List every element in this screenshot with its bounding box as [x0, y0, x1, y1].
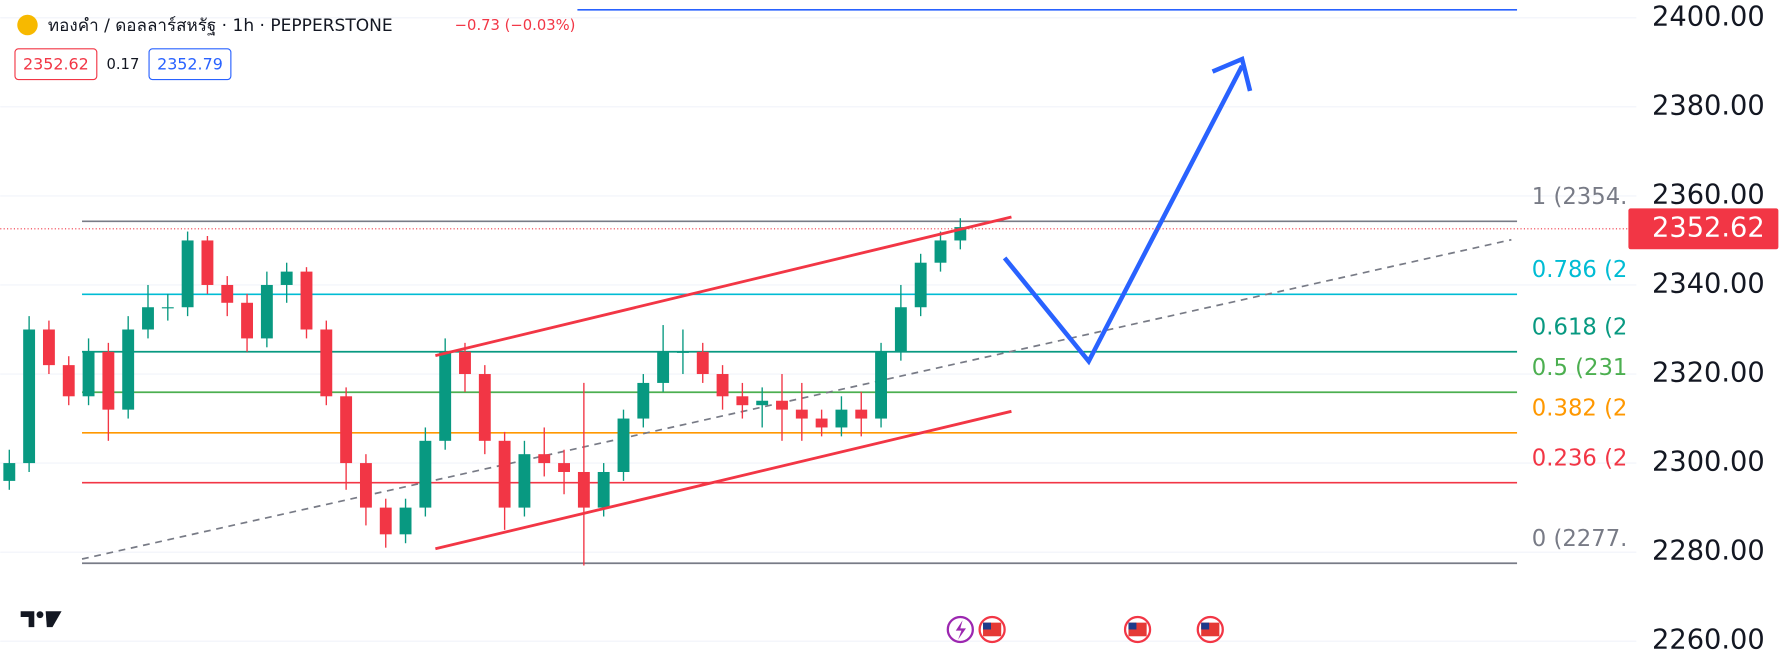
candle-body — [894, 307, 907, 352]
candle-body — [399, 507, 412, 535]
fib-label: 0 (2277. — [1532, 526, 1628, 552]
candle-body — [597, 471, 610, 508]
fib-retracement: 0 (2277. 0.236 (2 0.382 (2 0.5 (231 0.618 (2… — [82, 8, 1628, 565]
candle-body — [181, 240, 194, 308]
channel-upper — [435, 215, 1012, 358]
fib-label: 0.5 (231 — [1532, 355, 1628, 381]
candle-body — [518, 454, 531, 508]
y-tick-label: 2380.00 — [1652, 90, 1765, 121]
y-tick-label: 2360.00 — [1652, 179, 1765, 210]
trend-line — [81, 238, 1512, 560]
candle-body — [82, 351, 95, 397]
candle-body — [419, 440, 432, 508]
candle-body — [23, 329, 36, 464]
candle-body — [954, 227, 967, 241]
fib-label: 1 (2354. — [1532, 184, 1628, 210]
event-icons[interactable] — [946, 615, 1224, 644]
tradingview-logo[interactable] — [20, 611, 62, 628]
candle-body — [122, 329, 135, 410]
candle-body — [914, 262, 927, 308]
fib-label: 0.786 (2 — [1532, 257, 1628, 283]
candle-body — [637, 382, 650, 419]
candle-body — [934, 240, 947, 263]
candle-body — [62, 365, 75, 397]
candle-body — [716, 374, 729, 397]
change: −0.73 (−0.03%) — [455, 17, 576, 34]
candle-body — [696, 351, 709, 375]
candles — [3, 218, 967, 566]
y-tick-label: 2300.00 — [1652, 447, 1765, 478]
candle-body — [815, 418, 828, 428]
candle-body — [558, 463, 571, 472]
candle-body — [280, 271, 293, 285]
candle-body — [359, 463, 372, 508]
price-marker: 2352.62 — [0, 208, 1779, 250]
channel-lower — [435, 409, 1012, 551]
candle-body — [300, 271, 313, 330]
ask-box[interactable] — [148, 48, 232, 81]
candle-body — [736, 396, 749, 406]
y-tick-label: 2320.00 — [1652, 358, 1765, 389]
candle-body — [478, 374, 491, 441]
candle-body — [241, 302, 253, 339]
candle-body — [577, 471, 590, 508]
arrow-head — [1211, 55, 1253, 92]
candle-body — [855, 409, 868, 419]
candle-body — [776, 400, 788, 410]
fib-label: 0.236 (2 — [1532, 445, 1628, 471]
ask-price[interactable]: 2352.79 — [157, 54, 223, 73]
y-tick-label: 2280.00 — [1652, 536, 1765, 567]
bid-box[interactable] — [14, 48, 98, 81]
candle-body — [42, 329, 55, 366]
candle-body — [459, 351, 471, 375]
candle-body — [835, 409, 848, 428]
candle-body — [439, 351, 452, 441]
price-axis: 2260.00 2280.00 2300.00 2320.00 2340.00 2360.… — [1652, 1, 1765, 655]
candle-body — [161, 307, 174, 309]
fib-label: 0.382 (2 — [1532, 395, 1628, 421]
grid — [0, 17, 1637, 642]
candle-body — [756, 400, 769, 406]
candle-body — [102, 351, 115, 410]
y-tick-label: 2260.00 — [1652, 625, 1765, 656]
candle-body — [498, 440, 511, 508]
candle-body — [201, 240, 214, 285]
candle-body — [676, 351, 689, 353]
candle-body — [657, 351, 670, 383]
projection-arrow — [1002, 64, 1245, 366]
candle-body — [379, 507, 392, 535]
y-tick-label: 2340.00 — [1652, 268, 1765, 299]
candle-body — [260, 284, 273, 339]
candle-body — [3, 463, 16, 481]
candle-body — [320, 329, 333, 397]
fib-label: 0.618 (2 — [1532, 314, 1628, 340]
candle-body — [795, 409, 808, 419]
candle-body — [221, 284, 234, 303]
bid-price[interactable]: 2352.62 — [23, 54, 89, 73]
y-tick-label: 2400.00 — [1652, 1, 1765, 32]
symbol-icon[interactable] — [17, 14, 38, 36]
candle-body — [617, 418, 630, 472]
last-price-tag — [1628, 208, 1779, 250]
candle-body — [340, 396, 353, 464]
last-price-label: 2352.62 — [1652, 212, 1765, 243]
symbol-title[interactable]: ทองคำ / ดอลลาร์สหรัฐ · 1h · PEPPERSTONE — [48, 16, 393, 36]
spread: 0.17 — [106, 56, 139, 73]
candle-body — [142, 307, 154, 330]
candle-body — [875, 351, 888, 419]
candle-body — [538, 454, 551, 464]
